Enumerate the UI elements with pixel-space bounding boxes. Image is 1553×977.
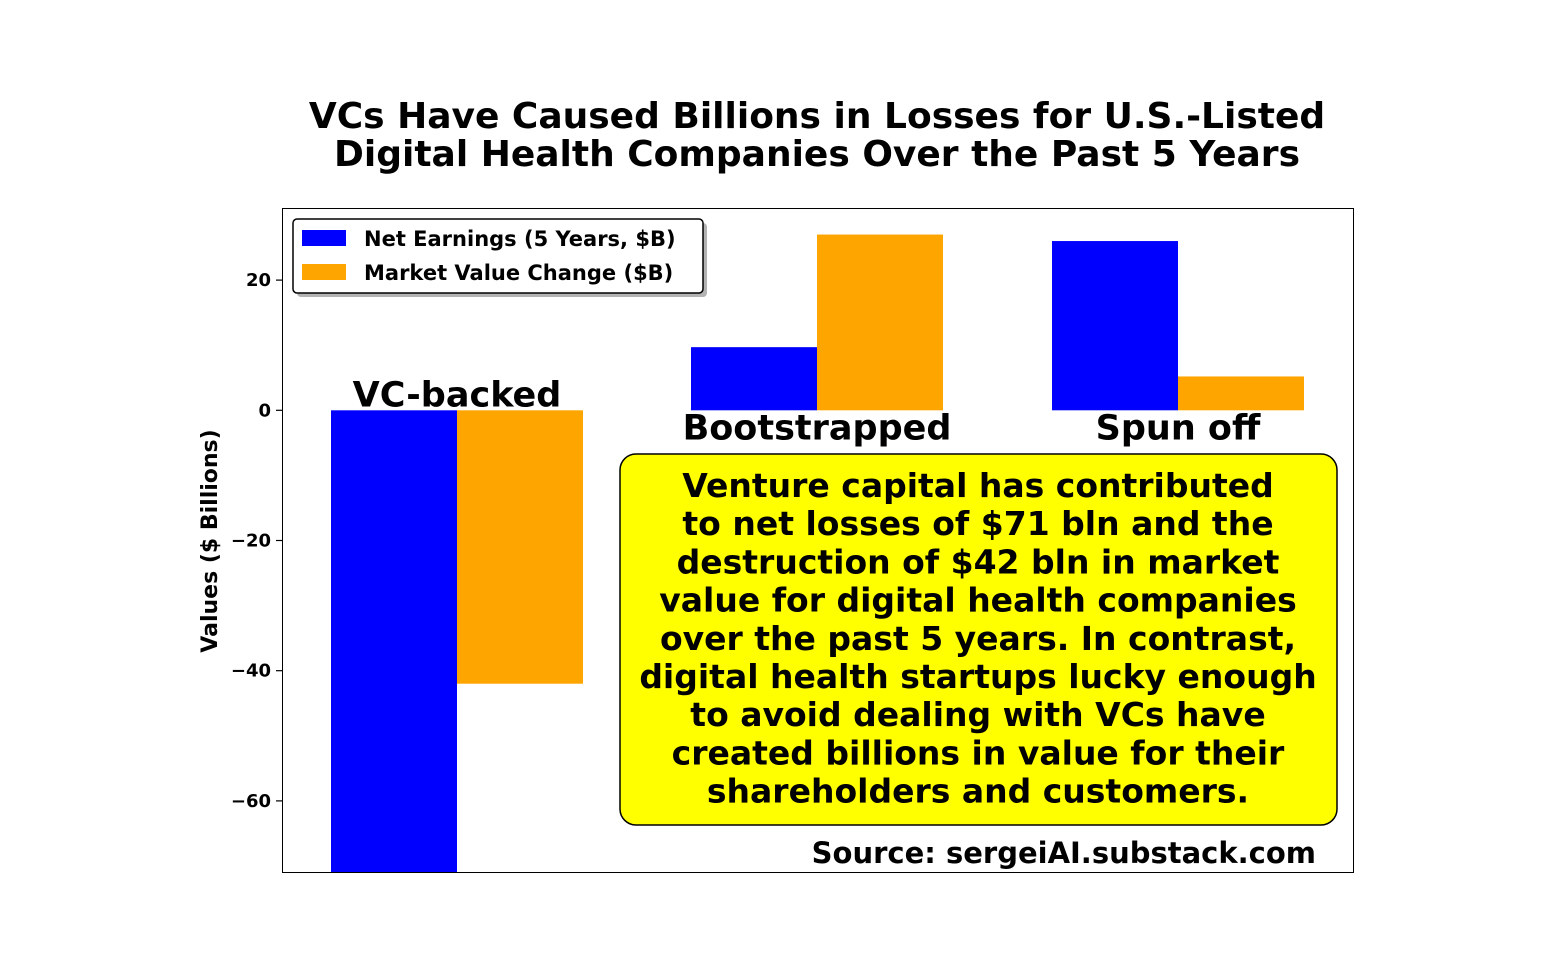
y-tick-label: 0 [258,400,271,421]
category-labels: VC-backed Bootstrapped Spun off [353,375,1261,448]
annotation-line: destruction of $42 bln in market [677,542,1280,581]
legend-label-net-earnings: Net Earnings (5 Years, $B) [364,227,676,251]
legend-swatch-net-earnings [302,230,346,246]
annotation-line: value for digital health companies [659,581,1297,620]
annotation-line: digital health startups lucky enough [639,657,1316,696]
bar-net-earnings-vc-backed [331,410,457,873]
category-label-vc-backed: VC-backed [353,375,562,415]
annotation-line: to net losses of $71 bln and the [682,504,1273,543]
annotation-line: shareholders and customers. [707,772,1249,811]
source-text: Source: sergeiAI.substack.com [812,836,1316,870]
bar-net-earnings-spun-off [1052,241,1178,411]
legend-swatch-market-value [302,264,346,280]
annotation-line: created billions in value for their [672,733,1285,772]
y-tick-label: −20 [231,531,271,552]
category-label-spun-off: Spun off [1096,408,1261,448]
category-label-bootstrapped: Bootstrapped [683,408,952,448]
legend: Net Earnings (5 Years, $B) Market Value … [292,218,707,297]
y-axis-label: Values ($ Billions) [198,429,223,652]
annotation-line: to avoid dealing with VCs have [690,695,1265,734]
bars-group [331,234,1304,873]
y-axis-ticks: 20 0 −20 −40 −60 [231,270,283,812]
y-tick-label: 20 [246,270,271,291]
plot-frame [282,208,1354,873]
legend-label-market-value: Market Value Change ($B) [364,261,673,285]
bar-net-earnings-bootstrapped [691,347,817,411]
chart-title-line-2: Digital Health Companies Over the Past 5… [334,134,1300,175]
y-tick-label: −60 [231,791,271,812]
bar-market-value-vc-backed [457,410,583,684]
bar-market-value-bootstrapped [817,234,943,411]
legend-box [292,218,704,294]
annotation-box [619,453,1338,826]
annotation-line: Venture capital has contributed [682,466,1274,505]
y-tick-label: −40 [231,661,271,682]
chart-title-line-1: VCs Have Caused Billions in Losses for U… [309,96,1325,137]
annotation-line: over the past 5 years. In contrast, [660,619,1296,658]
bar-market-value-spun-off [1178,376,1304,411]
